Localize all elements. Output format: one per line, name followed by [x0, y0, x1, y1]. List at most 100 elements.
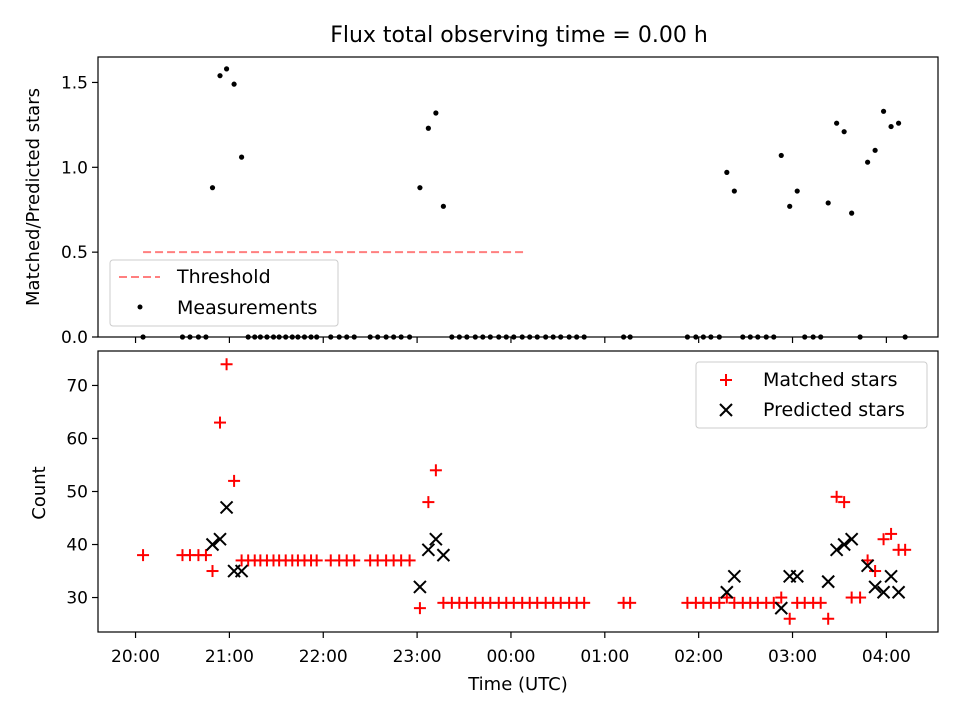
bottom-ytick-label: 70 — [66, 376, 88, 396]
legend-measurements-label: Measurements — [177, 297, 317, 319]
predicted-star-point — [413, 580, 427, 594]
matched-star-point — [814, 596, 827, 609]
predicted-star-point — [727, 569, 742, 584]
matched-star-point — [767, 596, 780, 609]
predicted-star-point — [234, 564, 249, 578]
predicted-star-point — [860, 559, 875, 573]
predicted-star-point — [720, 585, 734, 599]
bottom-xtick-label: 04:00 — [862, 647, 911, 667]
predicted-star-point — [829, 543, 844, 557]
bottom-ytick-label: 50 — [66, 483, 88, 503]
matched-star-point — [403, 554, 416, 567]
measurement-point — [778, 152, 784, 159]
measurement-point — [209, 185, 216, 191]
matched-star-point — [713, 596, 726, 609]
legend-threshold-label: Threshold — [176, 266, 271, 288]
predicted-star-point — [868, 580, 882, 594]
bottom-xtick-label: 23:00 — [393, 647, 442, 667]
bottom-legend: Matched stars Predicted stars — [695, 361, 928, 429]
matched-star-point — [783, 612, 796, 625]
matched-star-point — [877, 533, 890, 546]
measurement-point — [834, 120, 840, 126]
matched-star-point — [885, 527, 898, 540]
matched-stars-series — [137, 358, 912, 625]
matched-star-point — [775, 591, 788, 604]
measurement-point — [841, 129, 847, 135]
bottom-xtick-label: 21:00 — [205, 647, 254, 667]
matched-star-point — [422, 496, 435, 509]
top-panel: 0.0 0.5 1.0 1.5 Threshold Measurements Matc… — [23, 56, 939, 348]
measurement-point — [217, 73, 223, 79]
matched-star-point — [220, 358, 233, 371]
predicted-star-point — [219, 500, 234, 515]
bottom-ylabel: Count — [29, 466, 50, 519]
top-legend: Threshold Measurements — [109, 259, 339, 327]
matched-star-point — [830, 490, 843, 503]
predicted-star-point — [774, 601, 788, 615]
predicted-star-point — [421, 543, 436, 557]
legend-matched-label: Matched stars — [763, 369, 897, 391]
bottom-xtick-label: 01:00 — [580, 647, 629, 667]
top-ylabel: Matched/Predicted stars — [23, 88, 44, 306]
matched-star-point — [228, 474, 241, 487]
measurement-point — [865, 159, 871, 165]
matched-star-point — [899, 543, 912, 556]
matched-star-point — [214, 416, 227, 429]
predicted-star-point — [837, 537, 851, 552]
matched-star-point — [624, 596, 637, 609]
measurement-point — [724, 169, 730, 175]
bottom-xlabel: Time (UTC) — [467, 674, 568, 695]
measurement-point — [872, 147, 878, 153]
measurement-point — [223, 66, 230, 72]
predicted-star-point — [876, 585, 891, 599]
matched-star-point — [199, 549, 212, 562]
top-ytick-label: 1.0 — [61, 158, 88, 178]
measurement-point — [888, 123, 894, 130]
predicted-star-point — [884, 569, 898, 584]
bottom-ytick-label: 30 — [66, 589, 88, 609]
matched-star-point — [429, 464, 442, 477]
matched-star-point — [838, 496, 851, 509]
measurement-point — [849, 210, 855, 216]
measurement-point — [787, 203, 793, 209]
predicted-star-point — [205, 537, 220, 552]
measurement-point — [231, 81, 237, 87]
bottom-ytick-label: 40 — [66, 536, 88, 556]
matched-star-point — [854, 591, 867, 604]
matched-star-point — [578, 596, 591, 609]
measurement-point — [433, 110, 439, 116]
bottom-panel: 30 40 50 60 70 20:00 21:00 22:00 23:00 00:00 01:00… — [29, 350, 939, 695]
predicted-star-point — [821, 574, 835, 589]
top-axes-frame — [97, 56, 939, 338]
measurement-point — [440, 203, 446, 209]
legend-measurements-swatch — [137, 304, 143, 310]
predicted-star-point — [213, 532, 227, 546]
predicted-star-point — [891, 585, 906, 599]
legend-predicted-label: Predicted stars — [763, 399, 905, 421]
legend-matched-swatch — [720, 374, 732, 386]
top-ytick-label: 0.5 — [61, 243, 88, 263]
predicted-stars-series — [205, 500, 906, 615]
matched-star-point — [869, 565, 882, 578]
measurement-point — [238, 154, 245, 160]
bottom-xtick-label: 20:00 — [111, 647, 160, 667]
top-ytick-label: 0.0 — [61, 328, 88, 348]
bottom-xtick-label: 02:00 — [674, 647, 723, 667]
measurement-point — [731, 188, 737, 194]
matched-star-point — [206, 565, 219, 578]
matched-star-point — [413, 602, 426, 615]
chart-title: Flux total observing time = 0.00 h — [330, 23, 708, 48]
matched-star-point — [348, 554, 361, 567]
bottom-ytick-label: 60 — [66, 429, 88, 449]
top-ytick-label: 1.5 — [61, 73, 88, 93]
matched-star-point — [822, 612, 835, 625]
measurement-point — [425, 125, 431, 131]
measurement-point — [417, 185, 423, 191]
measurement-point — [794, 188, 800, 194]
bottom-xtick-label: 00:00 — [486, 647, 535, 667]
predicted-star-point — [436, 548, 451, 562]
measurement-point — [880, 108, 887, 114]
bottom-xtick-label: 22:00 — [299, 647, 348, 667]
predicted-star-point — [790, 569, 804, 584]
